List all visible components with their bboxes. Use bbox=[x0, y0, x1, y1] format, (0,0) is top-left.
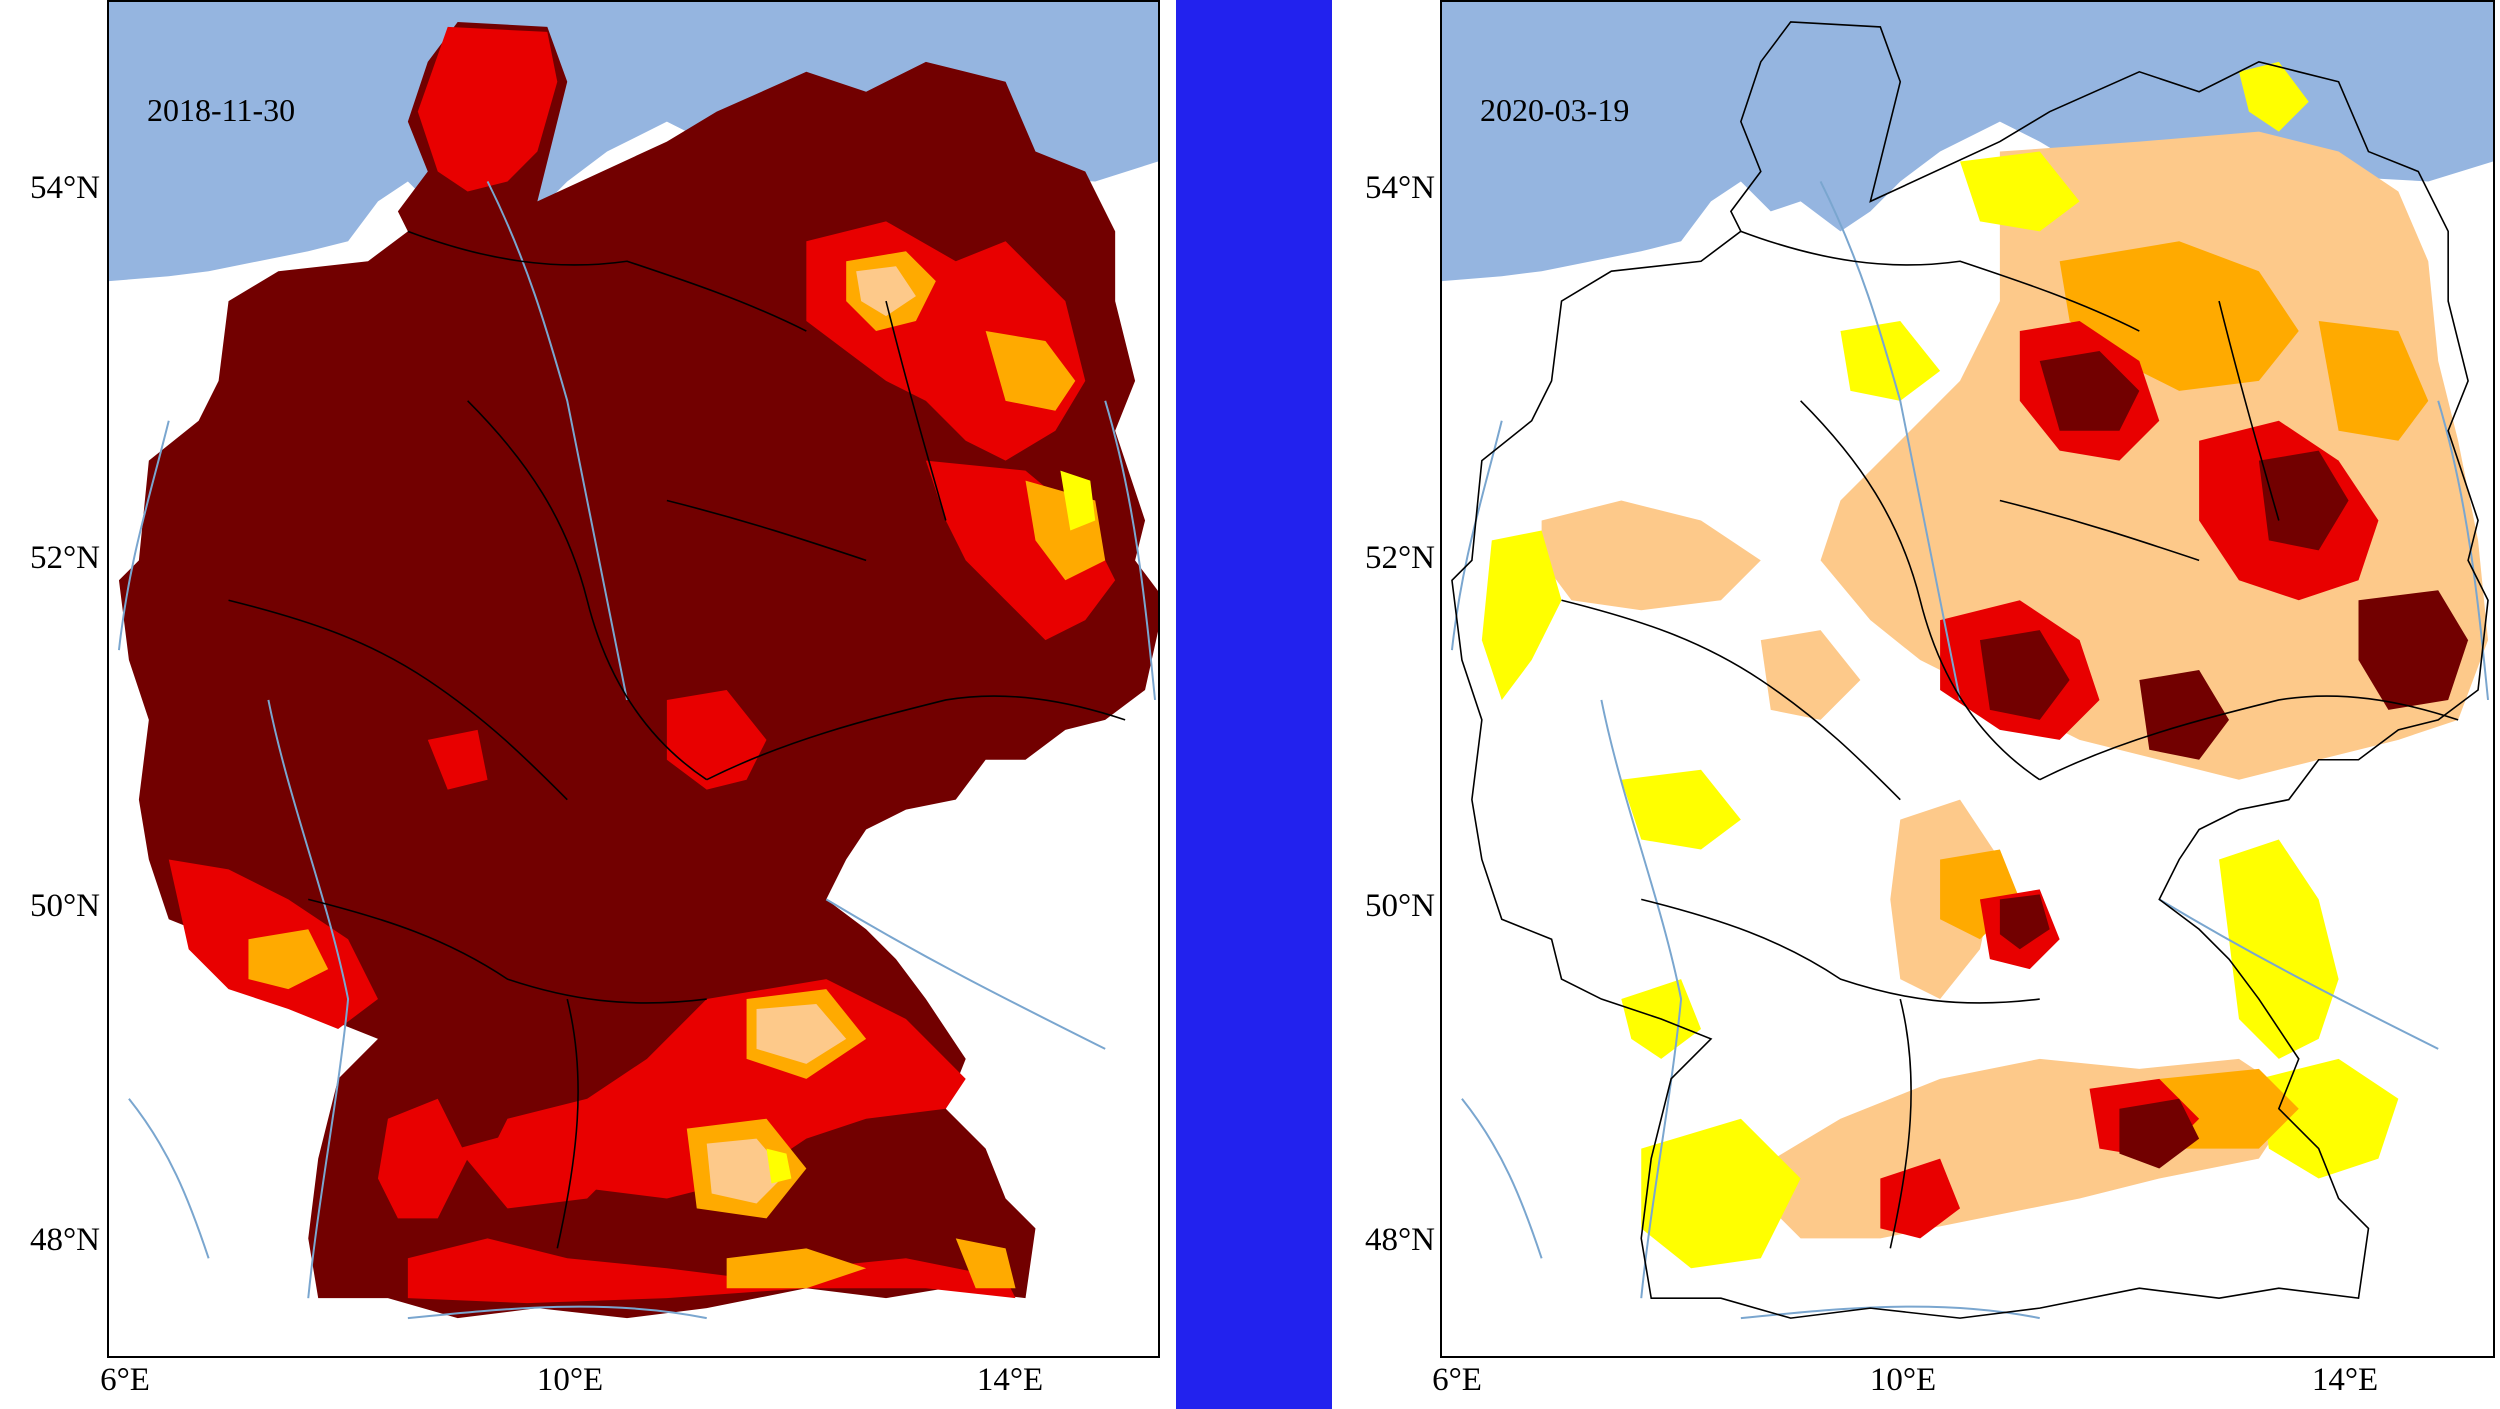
date-label-right: 2020-03-19 bbox=[1480, 92, 1630, 128]
dark-red-patches-right bbox=[1979, 350, 2469, 1169]
lat-tick-52-right: 52°N bbox=[1364, 540, 1435, 576]
map-panel-right: 2020-03-19 54°N 52°N 50°N 48°N 6°E 10°E … bbox=[1335, 0, 2500, 1409]
map-frame-left bbox=[107, 0, 1160, 1358]
lon-tick-10-right: 10°E bbox=[1869, 1362, 1937, 1398]
lat-tick-48-left: 48°N bbox=[29, 1222, 100, 1258]
date-label-left: 2018-11-30 bbox=[147, 92, 296, 128]
north-sea-left bbox=[109, 2, 1158, 282]
map-panel-left: 2018-11-30 54°N 52°N 50°N 48°N 6°E 10°E … bbox=[0, 0, 1170, 1409]
lon-tick-6-left: 6°E bbox=[100, 1362, 150, 1398]
divider-bar bbox=[1176, 0, 1332, 1409]
lon-tick-14-left: 14°E bbox=[976, 1362, 1044, 1398]
lat-tick-50-right: 50°N bbox=[1364, 888, 1435, 924]
lat-tick-50-left: 50°N bbox=[29, 888, 100, 924]
lat-tick-48-right: 48°N bbox=[1364, 1222, 1435, 1258]
lon-tick-14-right: 14°E bbox=[2311, 1362, 2379, 1398]
map-frame-right bbox=[1440, 0, 2495, 1358]
state-borders-right bbox=[1451, 21, 2489, 1319]
lon-tick-10-left: 10°E bbox=[536, 1362, 604, 1398]
yellow-patches-left bbox=[766, 470, 1096, 1184]
rivers-left bbox=[117, 181, 1157, 1320]
lon-tick-6-right: 6°E bbox=[1432, 1362, 1482, 1398]
north-sea-right bbox=[1442, 2, 2493, 282]
state-borders-left bbox=[228, 230, 1126, 1249]
lat-tick-54-right: 54°N bbox=[1364, 170, 1435, 206]
drought-map-right bbox=[1442, 2, 2493, 1320]
lat-tick-52-left: 52°N bbox=[29, 540, 100, 576]
drought-map-left bbox=[109, 2, 1158, 1320]
light-orange-patches-left bbox=[706, 266, 916, 1204]
lat-tick-54-left: 54°N bbox=[29, 170, 100, 206]
